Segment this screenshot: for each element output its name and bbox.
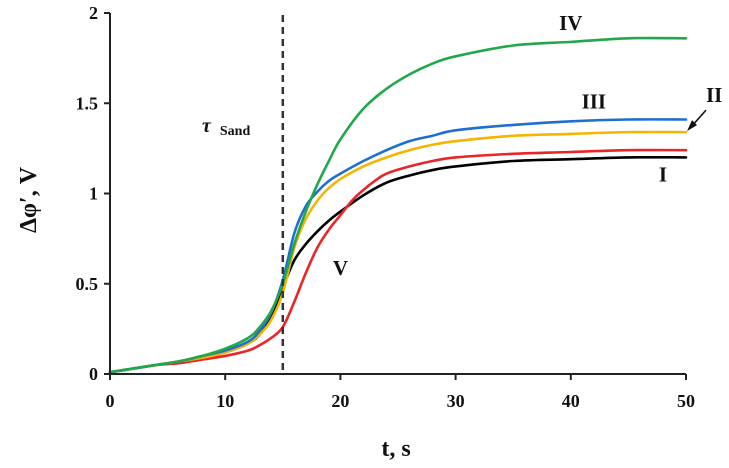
x-tick-label: 20 (331, 391, 349, 411)
series-label-iii: III (582, 90, 607, 114)
series-line-ii (108, 130, 688, 374)
series-line-iv (108, 36, 688, 374)
y-tick-label: 2 (89, 3, 98, 23)
axes (109, 13, 686, 375)
x-tick-label: 50 (677, 391, 695, 411)
series-label-iv: IV (559, 11, 582, 35)
sand-time-subscript: Sand (220, 124, 251, 139)
x-tick-label: 0 (106, 391, 115, 411)
y-tick-label: 1 (89, 184, 98, 204)
series-lines (108, 36, 688, 374)
series-line-v (108, 148, 688, 374)
axis-ticks: 0 10 20 30 40 50 0 0.5 1 1.5 2 (76, 3, 696, 411)
y-tick-label: 0.5 (76, 274, 99, 294)
x-tick-label: 10 (216, 391, 234, 411)
series-ii-arrow-head (687, 120, 697, 132)
series-label-ii: II (706, 83, 722, 107)
series-line-i (108, 155, 688, 374)
x-tick-label: 40 (562, 391, 580, 411)
sand-time-symbol: τ (202, 115, 212, 137)
x-axis-title: t, s (381, 436, 410, 462)
x-tick-label: 30 (447, 391, 465, 411)
sand-time-label: τ Sand (202, 115, 250, 139)
series-label-i: I (659, 162, 667, 186)
y-axis-title: Δφ′, V (16, 166, 42, 233)
y-tick-label: 0 (89, 364, 98, 384)
series-label-v: V (333, 256, 348, 280)
y-tick-label: 1.5 (76, 93, 99, 113)
